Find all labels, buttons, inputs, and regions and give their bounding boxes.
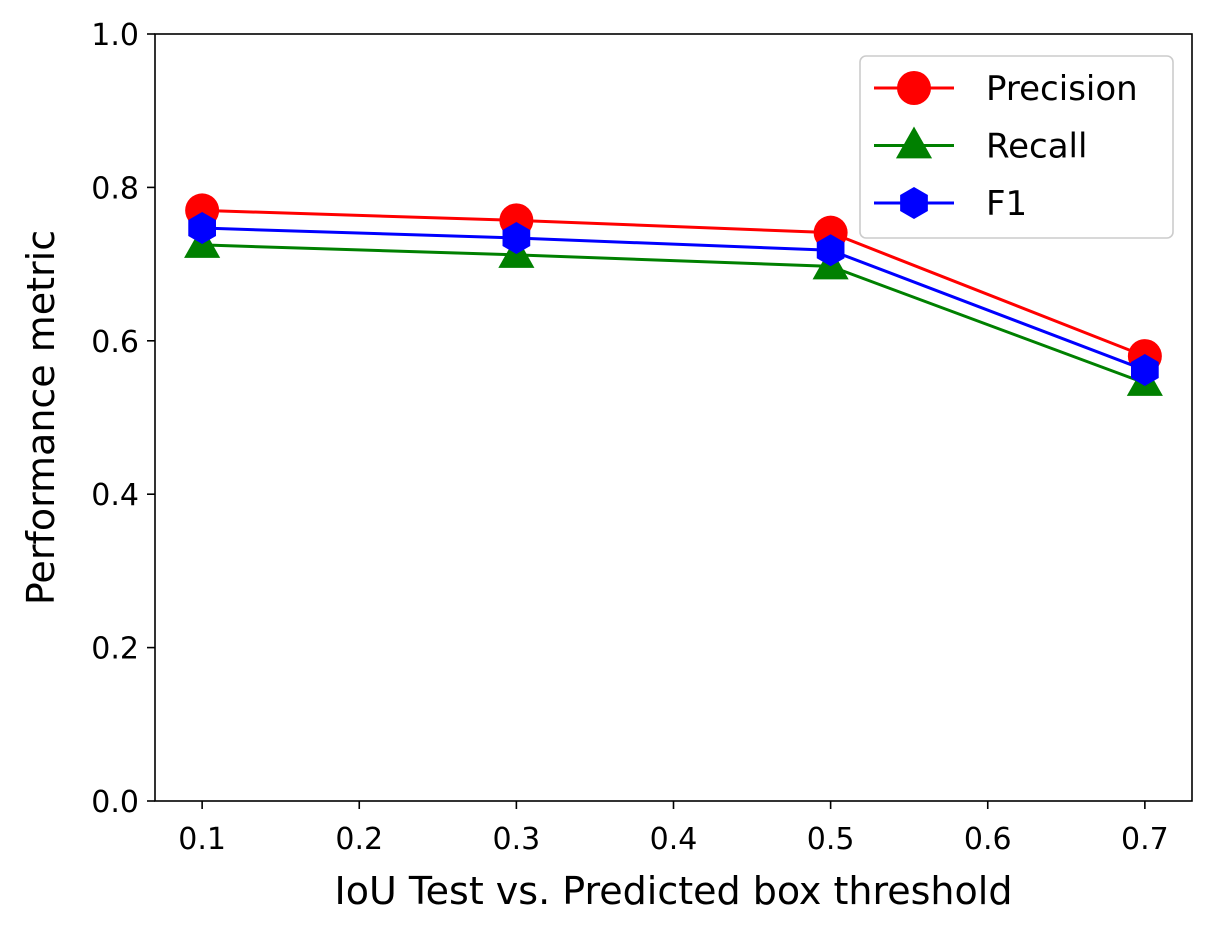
x-axis: 0.1 0.2 0.3 0.4 0.5 0.6 0.7	[178, 801, 1169, 857]
x-tick-label: 0.2	[335, 822, 383, 857]
y-tick-label: 1.0	[91, 18, 139, 53]
legend-marker-precision	[897, 71, 931, 105]
x-tick-label: 0.6	[964, 822, 1012, 857]
data-point-f1	[502, 222, 531, 255]
legend-marker-recall	[895, 126, 933, 159]
x-tick-label: 0.3	[493, 822, 541, 857]
y-axis-title: Performance metric	[19, 230, 63, 605]
series-line-precision	[202, 208, 1146, 358]
legend-label-f1: F1	[986, 184, 1027, 224]
data-point-f1	[188, 212, 216, 245]
x-tick-label: 0.1	[178, 822, 226, 857]
y-tick-label: 0.8	[91, 171, 139, 206]
x-axis-title: IoU Test vs. Predicted box threshold	[335, 869, 1013, 913]
legend-item-f1: F1	[874, 184, 1027, 224]
y-tick-label: 0.4	[91, 478, 139, 513]
legend: Precision Recall F1	[859, 55, 1174, 239]
x-tick-label: 0.7	[1121, 822, 1169, 857]
y-tick-label: 0.6	[91, 325, 139, 360]
legend-item-precision: Precision	[874, 69, 1138, 109]
series-line-f1	[202, 226, 1146, 372]
series-line-recall	[202, 243, 1146, 385]
y-tick-label: 0.2	[91, 632, 139, 667]
legend-item-recall: Recall	[874, 126, 1087, 167]
legend-marker-f1	[900, 187, 928, 219]
legend-box	[859, 55, 1174, 239]
x-tick-label: 0.4	[650, 822, 698, 857]
data-point-f1	[816, 234, 845, 267]
legend-label-precision: Precision	[986, 69, 1138, 109]
data-point-f1	[1131, 353, 1159, 386]
series-f1	[188, 212, 1159, 386]
y-tick-label: 0.0	[91, 785, 139, 820]
series-layer	[184, 193, 1163, 396]
x-tick-label: 0.5	[807, 822, 855, 857]
y-axis: 0.0 0.2 0.4 0.6 0.8 1.0	[91, 18, 155, 820]
legend-label-recall: Recall	[986, 127, 1087, 167]
